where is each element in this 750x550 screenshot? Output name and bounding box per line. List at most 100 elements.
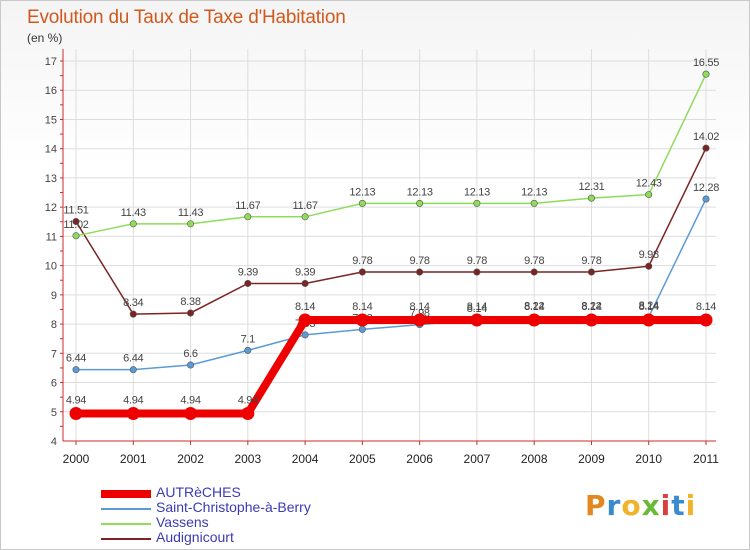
data-label: 8.34 bbox=[123, 297, 143, 309]
y-tick-label: 7 bbox=[51, 348, 57, 360]
data-point bbox=[72, 366, 80, 374]
data-label: 8.22 bbox=[581, 301, 601, 313]
data-label: 8.14 bbox=[410, 301, 430, 313]
data-label: 9.78 bbox=[467, 255, 487, 267]
x-tick-label: 2010 bbox=[635, 452, 662, 466]
data-point bbox=[473, 268, 481, 276]
data-point bbox=[129, 310, 137, 318]
data-label: 11.51 bbox=[63, 204, 88, 216]
data-label: 8.38 bbox=[180, 296, 200, 308]
data-point bbox=[702, 70, 710, 78]
data-point bbox=[129, 366, 137, 374]
series-line bbox=[76, 315, 706, 418]
data-point bbox=[69, 407, 83, 421]
legend-swatch bbox=[101, 508, 151, 510]
data-label: 8.24 bbox=[639, 300, 659, 312]
y-tick-label: 4 bbox=[51, 436, 57, 448]
chart-title: Evolution du Taux de Taxe d'Habitation bbox=[27, 7, 346, 28]
data-point bbox=[699, 313, 713, 327]
series-2: 11.02 11.43 11.43 11.67 11.67 12.13 12.13 12.13… bbox=[63, 57, 719, 240]
data-point bbox=[413, 313, 427, 327]
data-label: 12.28 bbox=[693, 182, 719, 194]
legend-swatch bbox=[101, 523, 151, 525]
y-tick-label: 5 bbox=[51, 407, 57, 419]
data-point bbox=[301, 331, 309, 339]
data-label: 11.43 bbox=[178, 207, 203, 219]
x-tick-label: 2006 bbox=[406, 452, 433, 466]
logo-letter: t bbox=[671, 489, 686, 522]
logo-letter: i bbox=[685, 489, 697, 522]
y-tick-label: 15 bbox=[45, 114, 57, 126]
data-label: 8.14 bbox=[352, 301, 372, 313]
data-point bbox=[702, 144, 710, 152]
data-label: 16.55 bbox=[693, 57, 719, 69]
data-label: 8.14 bbox=[467, 301, 487, 313]
x-tick-label: 2001 bbox=[120, 452, 147, 466]
data-point bbox=[298, 313, 312, 327]
data-label: 12.43 bbox=[636, 178, 662, 190]
y-tick-label: 12 bbox=[45, 202, 57, 214]
data-point bbox=[244, 346, 252, 354]
data-label: 11.67 bbox=[292, 200, 317, 212]
data-point bbox=[587, 268, 595, 276]
chart-unit: (en %) bbox=[27, 31, 63, 45]
data-point bbox=[355, 313, 369, 327]
x-tick-label: 2005 bbox=[349, 452, 376, 466]
legend-swatch bbox=[101, 538, 151, 540]
data-label: 4.94 bbox=[180, 395, 200, 407]
data-point bbox=[244, 213, 252, 221]
data-point bbox=[470, 313, 484, 327]
data-label: 8.14 bbox=[467, 303, 487, 315]
x-tick-label: 2003 bbox=[234, 452, 261, 466]
data-label: 9.98 bbox=[639, 249, 659, 261]
data-label: 8.14 bbox=[639, 301, 659, 313]
series-1: 6.446.446.67.17.637.827.988.148.228.228.… bbox=[66, 182, 719, 374]
y-tick-label: 14 bbox=[45, 144, 57, 156]
data-label: 9.78 bbox=[410, 255, 430, 267]
series-line bbox=[75, 147, 707, 315]
data-point bbox=[187, 361, 195, 369]
data-label: 12.13 bbox=[464, 186, 490, 198]
data-label: 6.44 bbox=[66, 353, 86, 365]
data-label: 12.13 bbox=[349, 186, 375, 198]
data-point bbox=[126, 407, 140, 421]
data-label: 12.13 bbox=[521, 186, 547, 198]
data-label: 7.1 bbox=[241, 333, 256, 345]
legend-label: Saint-Christophe-à-Berry bbox=[156, 499, 311, 515]
data-label: 9.39 bbox=[238, 266, 258, 278]
data-point bbox=[129, 220, 137, 228]
data-label: 9.78 bbox=[581, 255, 601, 267]
data-point bbox=[301, 213, 309, 221]
data-label: 12.13 bbox=[407, 186, 433, 198]
legend-label: AUTRèCHES bbox=[156, 484, 241, 500]
x-tick-label: 2004 bbox=[292, 452, 319, 466]
x-tick-label: 2002 bbox=[177, 452, 204, 466]
data-label: 6.44 bbox=[123, 353, 143, 365]
x-tick-label: 2000 bbox=[63, 452, 90, 466]
data-label: 11.02 bbox=[63, 219, 88, 231]
data-label: 11.67 bbox=[235, 200, 260, 212]
y-tick-label: 9 bbox=[51, 290, 57, 302]
y-tick-label: 17 bbox=[45, 56, 57, 68]
series-0: 4.94 4.94 4.94 4.94 8.14 8.14 8.14 8.14 8.14 8.14… bbox=[66, 301, 717, 421]
y-tick-label: 11 bbox=[46, 231, 57, 243]
line-chart: 4 5 6 7 8 9 10 11 12 13 14 15 16 17 2000 2001 2002 2003 20… bbox=[45, 49, 719, 466]
data-label: 4.94 bbox=[238, 395, 258, 407]
data-point bbox=[72, 232, 80, 240]
data-point bbox=[358, 325, 366, 333]
data-point bbox=[241, 407, 255, 421]
logo-letter: o bbox=[621, 489, 642, 522]
data-label: 8.14 bbox=[581, 301, 601, 313]
data-point bbox=[702, 195, 710, 203]
data-point bbox=[645, 191, 653, 199]
proxiti-logo: Proxiti bbox=[585, 489, 696, 522]
data-label: 8.14 bbox=[696, 301, 716, 313]
data-point bbox=[358, 268, 366, 276]
data-point bbox=[645, 262, 653, 270]
data-point bbox=[473, 199, 481, 207]
data-label: 9.78 bbox=[352, 255, 372, 267]
logo-letter: x bbox=[641, 489, 661, 522]
data-label: 12.31 bbox=[578, 181, 604, 193]
data-point bbox=[301, 279, 309, 287]
